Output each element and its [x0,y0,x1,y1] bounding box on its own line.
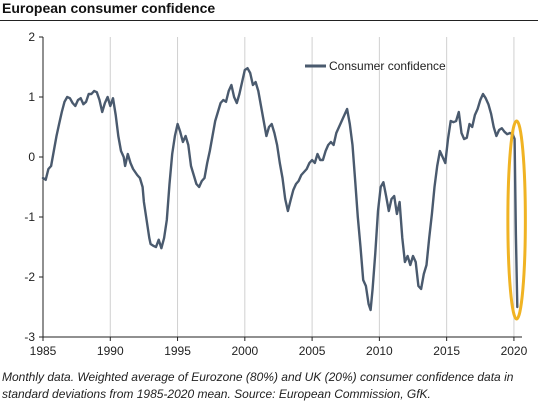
x-tick-label: 1995 [164,344,191,358]
x-axis-ticks: 1985 1990 1995 2000 2005 2010 2015 2020 [30,337,528,358]
legend-label: Consumer confidence [329,59,446,73]
chart-area: 2 1 0 -1 -2 -3 1985 1990 1995 2000 2005 2010 2015 20… [24,30,528,358]
title-bar: European consumer confidence [0,0,538,22]
series-line-0 [41,67,519,312]
title-rule [0,20,538,21]
x-tick-label: 2005 [299,344,326,358]
grid-lines [109,37,515,337]
highlight-ellipse [506,119,527,321]
x-tick-label: 1990 [97,344,124,358]
legend: Consumer confidence [305,59,446,73]
chart-caption: Monthly data. Weighted average of Eurozo… [2,370,514,401]
series-layer [41,67,519,312]
x-tick-label: 2000 [231,344,258,358]
x-tick-label: 1985 [30,344,57,358]
y-axis-ticks: 2 1 0 -1 -2 -3 [24,30,43,344]
y-tick-label: 1 [28,90,35,104]
x-tick-label: 2020 [501,344,528,358]
y-tick-label: -2 [24,270,35,284]
x-tick-label: 2010 [366,344,393,358]
chart-title: European consumer confidence [2,0,216,16]
y-tick-label: -3 [24,330,35,344]
y-tick-label: -1 [24,210,35,224]
y-tick-label: 0 [28,150,35,164]
x-tick-label: 2015 [433,344,460,358]
highlight-layer [506,119,527,321]
y-tick-label: 2 [28,30,35,44]
